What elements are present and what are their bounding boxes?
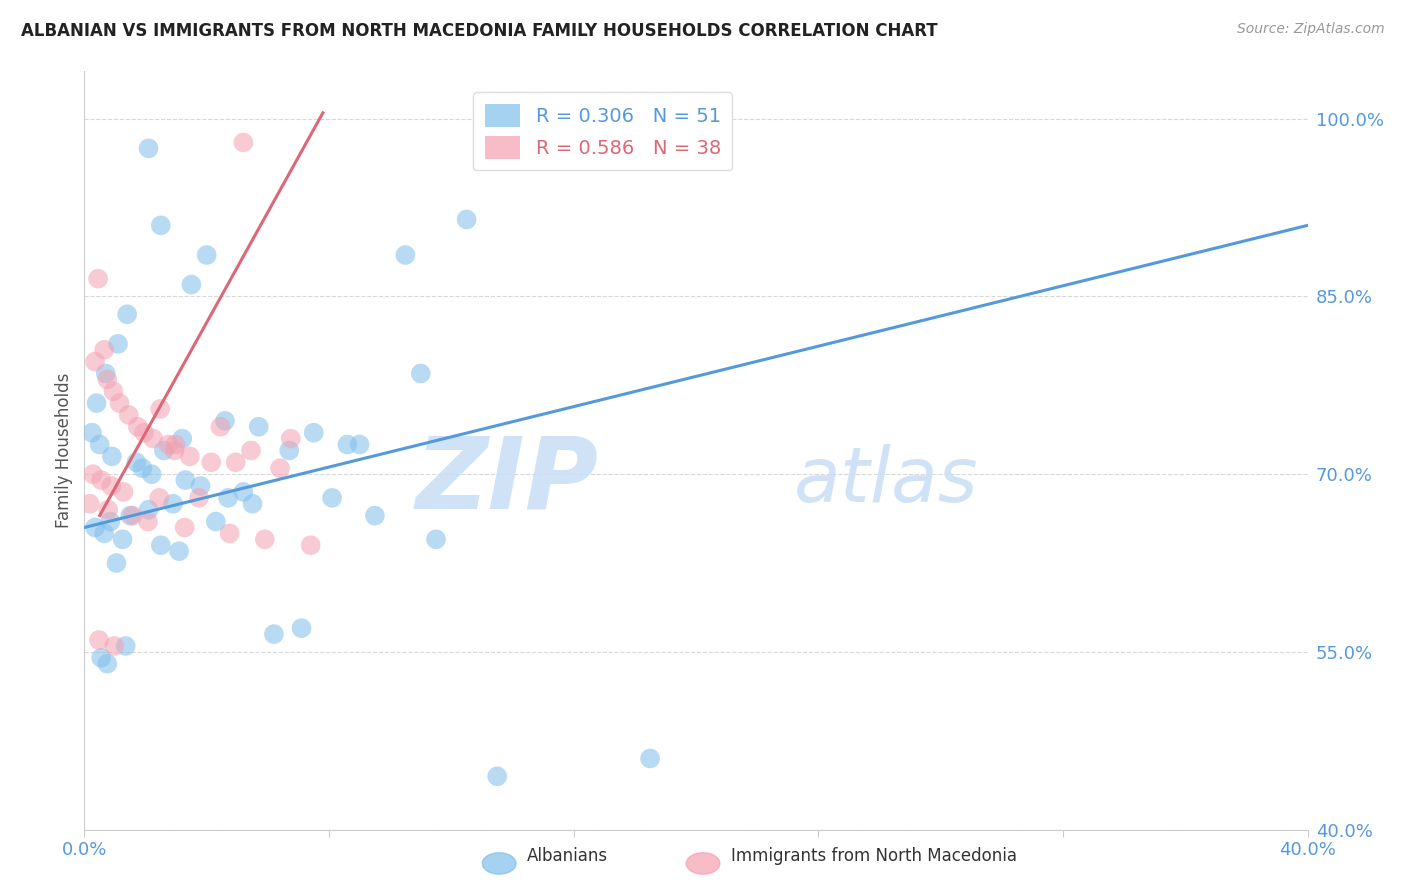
Point (103, 639, 125, 653)
Point (80, 425, 103, 440)
Point (179, 450, 201, 464)
Point (217, 491, 239, 505)
Point (148, 491, 170, 505)
Point (263, 627, 285, 641)
Point (253, 533, 276, 547)
Point (112, 484, 135, 499)
Point (232, 136, 254, 150)
Point (225, 455, 247, 469)
Point (364, 508, 387, 523)
Point (349, 437, 371, 451)
Point (638, 751, 661, 765)
Point (114, 639, 136, 653)
Point (209, 419, 232, 434)
Point (200, 455, 222, 469)
Point (100, 479, 122, 493)
Point (111, 533, 134, 547)
Point (107, 336, 129, 351)
Point (163, 443, 186, 458)
Point (173, 520, 195, 534)
Point (218, 526, 240, 541)
Point (96, 657, 118, 671)
Point (87, 633, 110, 648)
Point (93, 343, 115, 357)
Text: atlas: atlas (794, 444, 979, 517)
Point (98, 515, 121, 529)
Point (79, 497, 101, 511)
Point (165, 437, 187, 451)
Point (174, 473, 197, 487)
Point (138, 502, 160, 516)
Point (115, 307, 138, 321)
Point (153, 443, 176, 458)
Point (101, 450, 124, 464)
Point (425, 533, 447, 547)
Point (96, 372, 118, 386)
Point (242, 497, 264, 511)
Point (278, 443, 301, 458)
Point (214, 414, 236, 428)
Point (125, 455, 148, 469)
Point (132, 425, 155, 440)
Point (105, 556, 128, 570)
Point (290, 621, 312, 635)
Point (90, 650, 112, 665)
Point (84, 520, 107, 534)
Point (195, 248, 218, 262)
Point (409, 367, 432, 381)
Point (86, 396, 108, 410)
Point (93, 526, 115, 541)
Point (321, 491, 343, 505)
Point (280, 432, 302, 446)
Point (302, 425, 325, 440)
Point (486, 769, 509, 783)
Point (127, 419, 149, 434)
Point (190, 479, 212, 493)
Point (299, 538, 322, 552)
Point (149, 538, 172, 552)
Point (149, 219, 172, 233)
Point (205, 515, 228, 529)
Point (394, 248, 416, 262)
Point (162, 497, 184, 511)
Text: Albanians: Albanians (527, 847, 609, 865)
Point (269, 461, 291, 475)
Point (121, 508, 143, 523)
Text: ALBANIAN VS IMMIGRANTS FROM NORTH MACEDONIA FAMILY HOUSEHOLDS CORRELATION CHART: ALBANIAN VS IMMIGRANTS FROM NORTH MACEDO… (21, 22, 938, 40)
Point (167, 544, 190, 558)
Legend: R = 0.306   N = 51, R = 0.586   N = 38: R = 0.306 N = 51, R = 0.586 N = 38 (474, 93, 733, 170)
Text: Source: ZipAtlas.com: Source: ZipAtlas.com (1237, 22, 1385, 37)
Point (141, 467, 163, 482)
Point (138, 141, 160, 155)
Y-axis label: Family Households: Family Households (55, 373, 73, 528)
Point (172, 432, 194, 446)
Point (142, 432, 165, 446)
Point (336, 437, 359, 451)
Point (136, 515, 159, 529)
Point (247, 419, 270, 434)
Point (240, 443, 263, 458)
Point (108, 396, 131, 410)
Point (118, 408, 141, 422)
Point (232, 484, 254, 499)
Point (84, 354, 107, 368)
Point (180, 277, 202, 292)
Text: Immigrants from North Macedonia: Immigrants from North Macedonia (731, 847, 1017, 865)
Point (97, 502, 120, 516)
Point (157, 437, 180, 451)
Point (456, 212, 478, 227)
Text: ZIP: ZIP (415, 433, 598, 529)
Point (120, 508, 142, 523)
Point (131, 461, 153, 475)
Point (90, 473, 112, 487)
Point (188, 491, 211, 505)
Point (89, 437, 111, 451)
Point (87, 271, 110, 285)
Point (149, 402, 172, 417)
Point (103, 384, 125, 399)
Point (94, 367, 117, 381)
Point (82, 467, 104, 482)
